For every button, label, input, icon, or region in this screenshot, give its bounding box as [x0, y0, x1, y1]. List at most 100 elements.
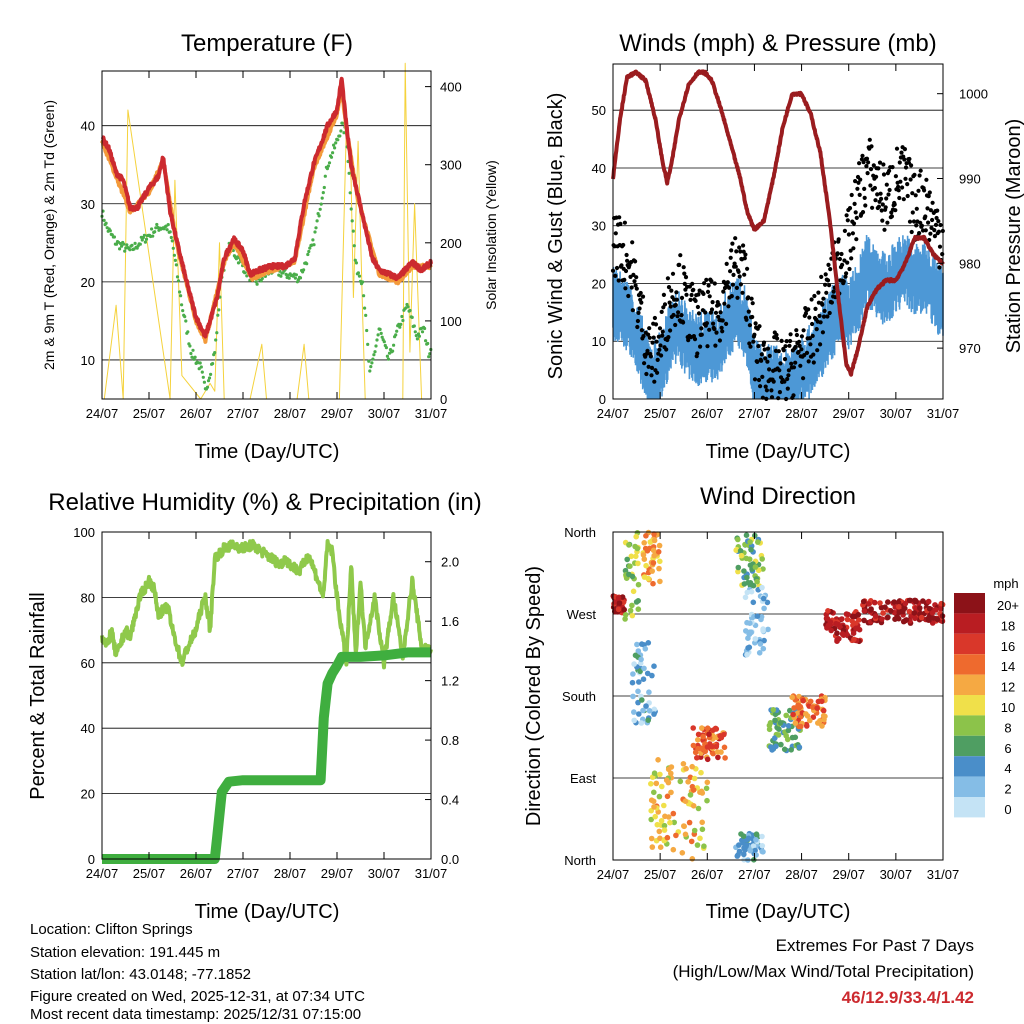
- gust-point: [784, 339, 789, 344]
- gust-point: [811, 360, 816, 365]
- direction-xtick-label: 27/07: [738, 867, 771, 882]
- gust-point: [930, 200, 935, 205]
- gust-point: [659, 309, 664, 314]
- gust-point: [654, 339, 659, 344]
- precip-ytick-label: 1.2: [441, 674, 459, 689]
- gust-point: [923, 228, 928, 233]
- gust-point: [821, 296, 826, 301]
- gust-point: [881, 172, 887, 177]
- insolation-ytick-label: 400: [440, 80, 462, 95]
- direction-point: [642, 646, 649, 652]
- gust-point: [933, 222, 939, 227]
- dewpoint-point: [378, 327, 382, 331]
- dewpoint-point: [347, 171, 351, 175]
- gust-point: [928, 231, 933, 236]
- speed-legend-swatch: [954, 695, 985, 716]
- direction-point: [736, 848, 743, 855]
- gust-point: [885, 220, 890, 225]
- humidity-frame: [101, 531, 432, 860]
- gust-point: [625, 258, 630, 263]
- direction-point: [777, 720, 784, 726]
- direction-point: [882, 604, 888, 610]
- direction-point: [789, 694, 795, 701]
- dewpoint-point: [354, 261, 358, 265]
- gust-point: [886, 192, 891, 197]
- dewpoint-point: [373, 350, 377, 354]
- gust-point: [756, 377, 762, 383]
- dewpoint-point: [120, 244, 124, 248]
- humidity-xtick-label: 29/07: [321, 866, 354, 881]
- direction-point: [861, 608, 868, 614]
- gust-point: [878, 191, 883, 196]
- direction-point: [651, 537, 658, 544]
- dewpoint-point: [361, 280, 365, 284]
- gust-point: [865, 171, 870, 176]
- direction-point: [736, 842, 742, 848]
- gust-point: [645, 348, 650, 353]
- direction-point: [917, 605, 923, 611]
- gust-point: [671, 312, 676, 318]
- gust-point: [932, 228, 937, 233]
- gust-point: [616, 278, 621, 283]
- gust-point: [752, 377, 758, 382]
- direction-point: [820, 707, 827, 714]
- dewpoint-point: [114, 242, 119, 246]
- direction-point: [633, 553, 639, 560]
- gust-point: [908, 177, 913, 182]
- humidity-xtick-label: 25/07: [133, 866, 166, 881]
- direction-point: [804, 713, 811, 719]
- gust-point: [897, 160, 902, 165]
- direction-point: [650, 580, 656, 587]
- dewpoint-point: [392, 343, 396, 347]
- direction-point: [891, 599, 897, 605]
- dewpoint-point: [245, 274, 249, 278]
- direction-point: [872, 613, 879, 619]
- gust-point: [668, 304, 673, 309]
- direction-point: [770, 707, 777, 713]
- dewpoint-point: [362, 294, 366, 298]
- direction-point: [750, 599, 757, 606]
- gust-point: [818, 342, 823, 347]
- dewpoint-point: [118, 247, 122, 251]
- gust-point: [839, 251, 844, 257]
- direction-point: [649, 844, 656, 850]
- dewpoint-point: [142, 233, 146, 237]
- direction-point: [657, 844, 664, 850]
- wind-ytick-label: 40: [592, 161, 606, 176]
- gust-point: [639, 300, 644, 305]
- direction-point: [651, 770, 658, 776]
- dewpoint-point: [415, 337, 419, 341]
- speed-legend-label: 0: [1004, 802, 1011, 817]
- gust-point: [924, 177, 929, 182]
- gust-point: [705, 289, 711, 294]
- dewpoint-point: [348, 191, 352, 195]
- direction-point: [918, 614, 925, 621]
- direction-point: [641, 665, 647, 672]
- dewpoint-point: [183, 315, 187, 319]
- gust-point: [683, 275, 689, 280]
- direction-point: [789, 734, 796, 741]
- wind-ytick-label: 0: [599, 392, 606, 407]
- direction-point: [828, 627, 834, 634]
- gust-point: [621, 242, 626, 248]
- gust-point: [912, 172, 917, 177]
- gust-point: [778, 361, 783, 366]
- dewpoint-point: [216, 313, 220, 317]
- direction-point: [759, 848, 765, 855]
- gust-point: [854, 215, 859, 220]
- direction-point: [621, 606, 627, 613]
- gust-point: [902, 157, 907, 162]
- gust-point: [692, 337, 698, 342]
- dewpoint-point: [364, 313, 368, 317]
- humidity-ytick-label: 40: [81, 721, 95, 736]
- direction-point: [748, 629, 754, 636]
- dewpoint-point: [191, 348, 195, 352]
- gust-point: [806, 307, 811, 312]
- dewpoint-point: [138, 242, 142, 246]
- direction-point: [633, 533, 639, 540]
- dewpoint-point: [174, 263, 178, 267]
- speed-legend-label: 18: [1001, 618, 1015, 633]
- humidity-xtick-label: 30/07: [368, 866, 401, 881]
- gust-point: [857, 192, 862, 197]
